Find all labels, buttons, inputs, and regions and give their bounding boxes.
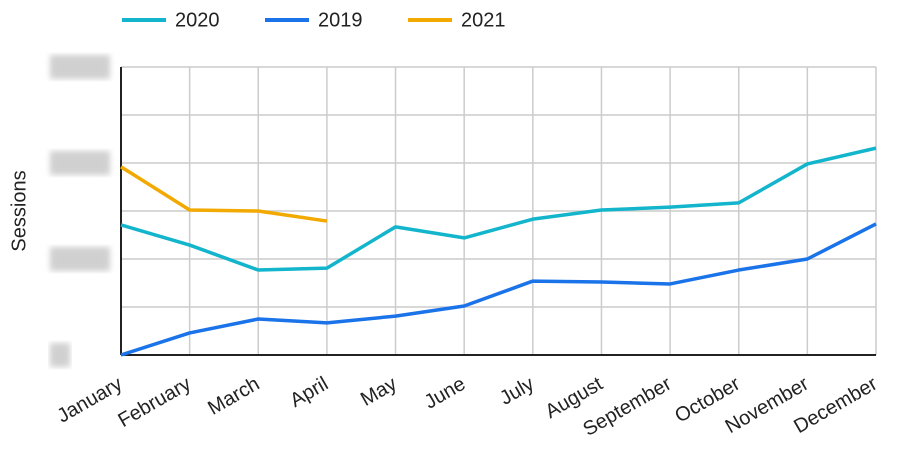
legend-label: 2020: [175, 9, 220, 31]
blurred-tick-label: [50, 247, 110, 271]
legend-label: 2019: [318, 9, 363, 31]
legend-label: 2021: [461, 9, 506, 31]
x-tick-label: March: [204, 373, 263, 420]
x-tick-label: January: [54, 373, 127, 428]
blurred-tick-label: [50, 151, 110, 175]
blurred-tick-label: [50, 55, 110, 79]
x-tick-label: June: [421, 373, 470, 414]
series-line: [120, 146, 877, 272]
x-tick-label: April: [286, 373, 332, 412]
y-axis-label: Sessions: [8, 170, 30, 251]
x-tick-label: May: [357, 373, 401, 411]
blurred-tick-label: [50, 343, 70, 367]
series-line: [120, 165, 328, 223]
x-tick-label: July: [496, 373, 538, 410]
series-line: [120, 222, 877, 357]
x-tick-label: February: [114, 373, 194, 432]
